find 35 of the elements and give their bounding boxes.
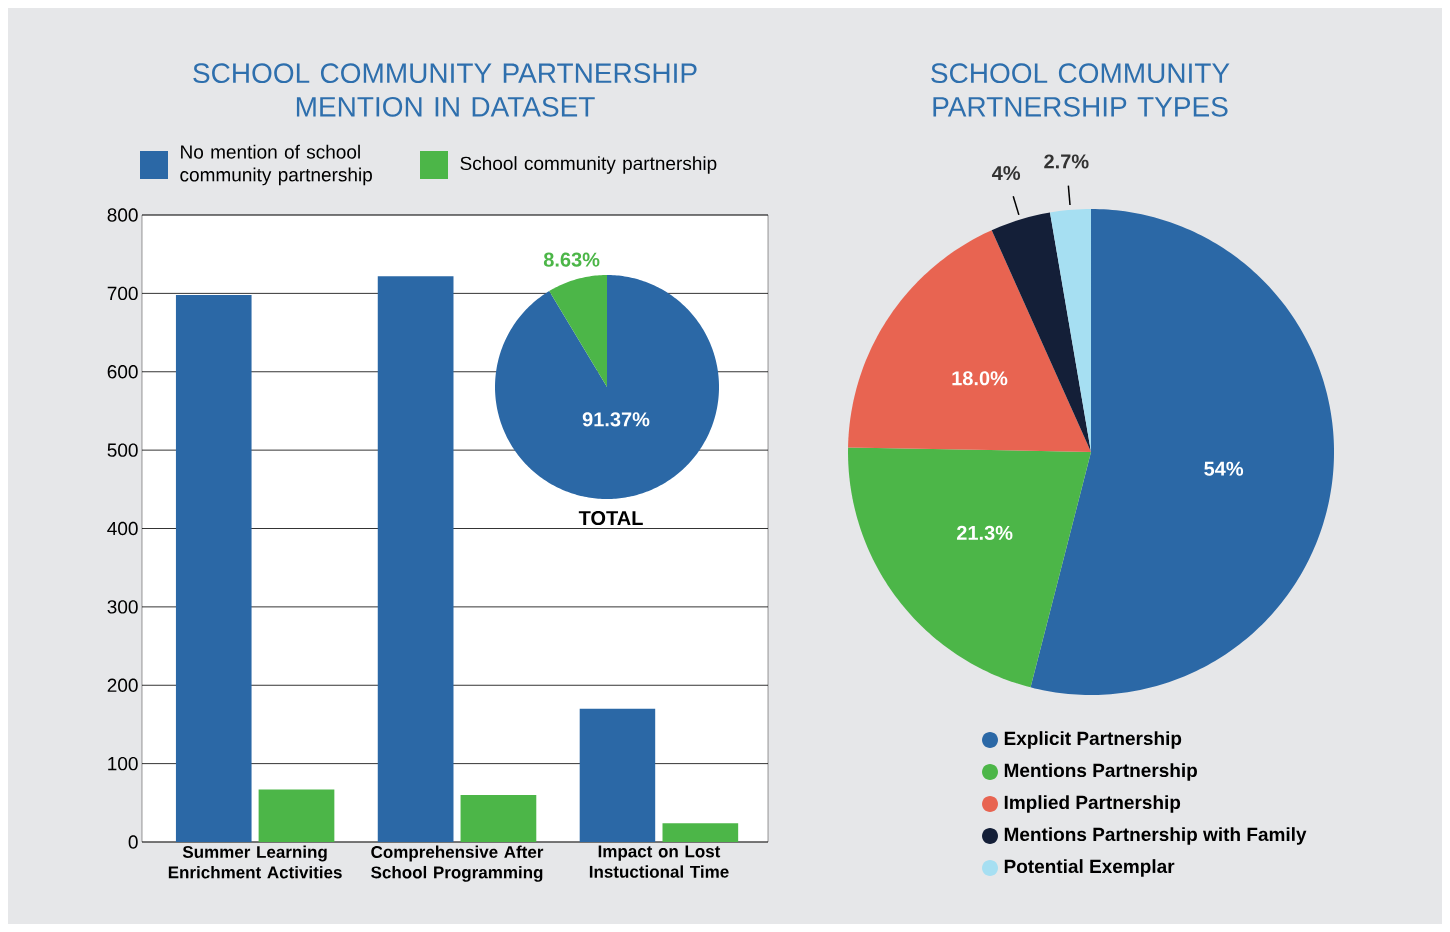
y-tick-label: 400 <box>107 521 138 536</box>
data-label: 91.37% <box>582 412 650 427</box>
y-tick-label: 100 <box>108 756 138 771</box>
data-label: 21.3% <box>956 525 1013 540</box>
text: TOTAL <box>578 510 643 526</box>
y-tick-label: 600 <box>107 365 138 379</box>
bar <box>579 708 656 842</box>
y-tick-label: 0 <box>128 835 138 849</box>
chart-title: SCHOOL COMMUNITY PARTNERSHIP TYPES <box>931 63 1230 117</box>
bar <box>175 294 252 842</box>
y-tick-label: 700 <box>107 286 138 301</box>
y-tick-label: 800 <box>107 208 138 222</box>
y-tick-label: 500 <box>107 443 138 457</box>
chart-title: SCHOOL COMMUNITY PARTNERSHIP MENTION IN DATASET <box>193 63 697 117</box>
legend-label: Mentions Partnership with Family <box>1004 827 1307 845</box>
legend-label: Potential Exemplar <box>1004 859 1175 877</box>
data-label: 4% <box>991 165 1021 181</box>
legend-label: Implied Partnership <box>1004 795 1181 813</box>
legend-label: Mentions Partnership <box>1004 763 1197 781</box>
x-tick-label: Impact on Lost Instuctional Time <box>589 845 729 878</box>
y-tick-label: 200 <box>107 678 138 692</box>
x-tick-label: Comprehensive After School Programming <box>371 845 544 882</box>
y-tick-label: 300 <box>107 600 138 614</box>
bar <box>460 794 537 842</box>
legend-label: No mention of school community partnership <box>180 144 372 186</box>
data-label: 2.7% <box>1044 154 1089 169</box>
data-label: 18.0% <box>952 371 1008 386</box>
bar <box>662 823 739 842</box>
bar <box>377 276 454 842</box>
x-tick-label: Summer Learning Enrichment Activities <box>168 845 342 879</box>
data-label: 8.63% <box>543 252 600 267</box>
bar <box>258 789 335 842</box>
legend-label: Explicit Partnership <box>1004 731 1182 749</box>
legend-label: School community partnership <box>460 156 717 174</box>
data-label: 54% <box>1204 461 1244 476</box>
